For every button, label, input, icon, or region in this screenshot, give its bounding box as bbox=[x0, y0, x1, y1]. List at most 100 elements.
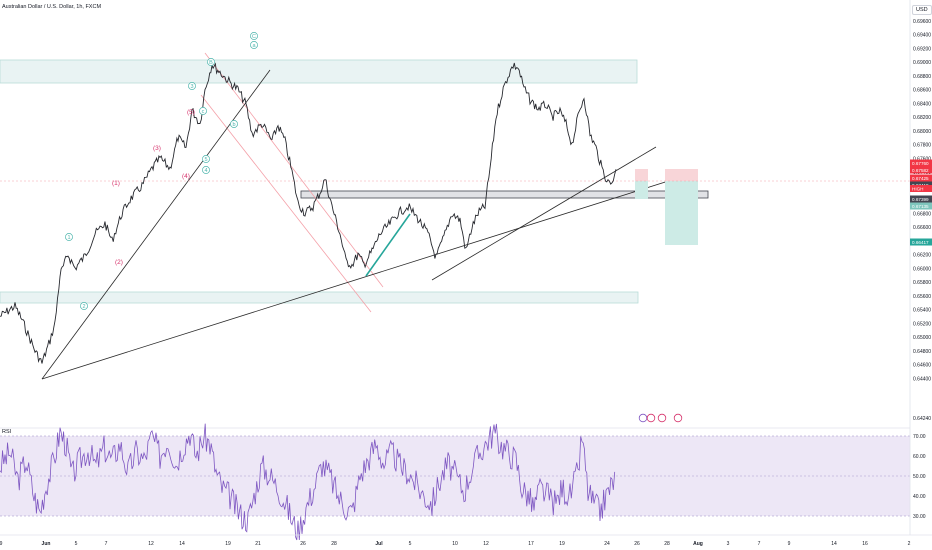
price-tag bbox=[910, 202, 932, 210]
rsi-tick-label: 60.00 bbox=[913, 454, 926, 460]
rsi-tick-label: 30.00 bbox=[913, 514, 926, 520]
price-tag bbox=[910, 238, 932, 246]
wave-label: (4) bbox=[182, 173, 190, 180]
price-tag-label: 0.67582 bbox=[912, 168, 929, 173]
support-resistance-zones bbox=[0, 59, 709, 304]
resistance-zone bbox=[0, 59, 638, 84]
price-tag bbox=[910, 195, 932, 203]
time-tick-label: 10 bbox=[452, 541, 458, 547]
wave-label: (3) bbox=[153, 145, 161, 152]
event-icon bbox=[646, 413, 656, 423]
price-tag bbox=[910, 166, 932, 174]
wave-marker bbox=[202, 155, 210, 163]
wave-marker bbox=[202, 166, 210, 174]
event-icon bbox=[673, 413, 683, 423]
wave-marker bbox=[65, 233, 73, 241]
price-tick-label: 0.65600 bbox=[913, 294, 931, 300]
price-tag-label: 0.67425 bbox=[912, 176, 929, 181]
chart-title: Australian Dollar / U.S. Dollar, 1h, FXC… bbox=[2, 4, 102, 10]
wave-label: (2) bbox=[115, 259, 123, 266]
wave-label: B bbox=[209, 60, 213, 66]
time-tick-label: 21 bbox=[255, 541, 261, 547]
target-zone bbox=[665, 181, 698, 245]
event-icon bbox=[657, 413, 667, 423]
short-position-tool[interactable] bbox=[0, 169, 910, 245]
time-tick-label: 9 bbox=[788, 541, 791, 547]
rsi-tick-label: 40.00 bbox=[913, 494, 926, 500]
price-tick-label: 0.64400 bbox=[913, 376, 931, 382]
price-tick-label: 0.65200 bbox=[913, 321, 931, 327]
wave-label: 4 bbox=[204, 168, 207, 174]
price-tick-label: 0.69600 bbox=[913, 19, 931, 25]
event-icon bbox=[638, 413, 648, 423]
time-tick-label: 26 bbox=[300, 541, 306, 547]
price-tag bbox=[910, 174, 932, 182]
support-zone bbox=[0, 291, 639, 304]
time-tick-label: 14 bbox=[179, 541, 185, 547]
time-tick-label: 16 bbox=[862, 541, 868, 547]
time-tick-label: 24 bbox=[604, 541, 610, 547]
price-line bbox=[0, 62, 617, 364]
time-tick-label: 19 bbox=[225, 541, 231, 547]
price-tick-label: 0.69400 bbox=[913, 33, 931, 39]
trendlines bbox=[41, 69, 698, 380]
price-tick-label: 0.68600 bbox=[913, 88, 931, 94]
impulse-leg bbox=[365, 213, 411, 277]
price-tick-label: 0.65800 bbox=[913, 280, 931, 286]
time-tick-label: 5 bbox=[75, 541, 78, 547]
time-tick-label: Jun bbox=[42, 541, 51, 547]
price-tag-label: 0.67135 bbox=[912, 204, 929, 209]
rsi-pane: 70.00 60.00 50.00 40.00 30.00 bbox=[0, 423, 926, 541]
elliott-wave-labels: 1 2 3 4 5 B Ca b c (1) (2) (3) (4) (5) bbox=[65, 32, 258, 310]
price-tick-label: 0.66600 bbox=[913, 225, 931, 231]
wave-label: a bbox=[252, 43, 256, 49]
price-tags: 0.677600.675820.674250.674190.673990.671… bbox=[910, 159, 932, 246]
time-tick-label: Jul bbox=[375, 541, 383, 547]
price-tick-label: 0.68800 bbox=[913, 74, 931, 80]
time-tick-label: 7 bbox=[758, 541, 761, 547]
wave-marker bbox=[207, 58, 215, 66]
price-tick-label: 0.64600 bbox=[913, 363, 931, 369]
target-zone-small bbox=[635, 181, 648, 199]
trendline-rise bbox=[41, 69, 271, 380]
stop-zone bbox=[665, 169, 698, 181]
rsi-line bbox=[0, 423, 616, 541]
price-tick-label: 0.69000 bbox=[913, 60, 931, 66]
wave-marker bbox=[199, 107, 207, 115]
wave-marker bbox=[188, 82, 196, 90]
price-tick-label: 0.64800 bbox=[913, 349, 931, 355]
price-tick-label: 0.66200 bbox=[913, 253, 931, 259]
price-tick-label: 0.68200 bbox=[913, 115, 931, 121]
wave-label: (1) bbox=[112, 180, 120, 187]
price-tag bbox=[910, 159, 932, 167]
rsi-pane-label: RSI bbox=[2, 429, 12, 435]
wave-marker bbox=[230, 120, 238, 128]
currency-badge[interactable]: USD bbox=[912, 5, 932, 15]
time-tick-label: 2 bbox=[908, 541, 911, 547]
price-tick-label: 0.67600 bbox=[913, 156, 931, 162]
time-tick-label: 28 bbox=[331, 541, 337, 547]
wave-label: 2 bbox=[82, 304, 85, 310]
breakout-zone bbox=[300, 190, 709, 199]
time-tick-label: 7 bbox=[105, 541, 108, 547]
wave-label: (5) bbox=[187, 109, 195, 116]
trendline-base bbox=[41, 171, 698, 380]
wave-marker bbox=[250, 41, 258, 49]
time-tick-label: 5 bbox=[409, 541, 412, 547]
price-tag-label: 0.67760 bbox=[912, 161, 929, 166]
price-tick-label: 0.68400 bbox=[913, 101, 931, 107]
high-tag bbox=[910, 185, 932, 192]
time-tick-label: 26 bbox=[634, 541, 640, 547]
wave-label: b bbox=[232, 122, 235, 128]
wave-label: C bbox=[252, 34, 256, 40]
price-tick-label: 0.65400 bbox=[913, 308, 931, 314]
trendline-rising-lows bbox=[431, 146, 657, 281]
time-tick-label: 12 bbox=[148, 541, 154, 547]
rsi-tick-label: 70.00 bbox=[913, 434, 926, 440]
time-tick-label: Aug bbox=[693, 541, 703, 547]
time-axis[interactable]: 9 Jun 5 7 12 14 19 21 26 28 Jul 5 10 12 17 19 24 26 28 Aug 3… bbox=[0, 534, 932, 547]
wave-label: 1 bbox=[67, 235, 70, 241]
wave-label: 5 bbox=[204, 157, 207, 163]
rsi-band bbox=[0, 436, 910, 516]
